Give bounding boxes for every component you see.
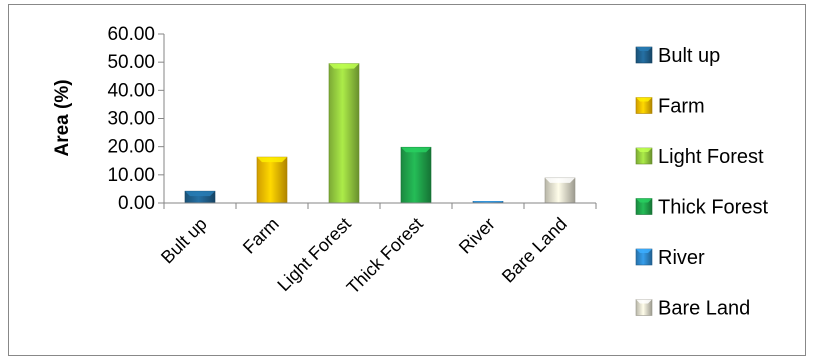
legend-item: Light Forest [635, 146, 764, 168]
bar-body [256, 156, 288, 204]
bar-light-forest [328, 63, 360, 204]
axes [163, 34, 597, 209]
legend-swatch-bevel [636, 198, 652, 203]
legend-swatch-bevel [636, 148, 652, 152]
x-tick-label: Thick Forest [343, 214, 427, 298]
legend-swatch-bevel [636, 299, 652, 304]
bar-bevel [257, 157, 287, 163]
y-axis-label: Area (%) [52, 79, 73, 156]
bar-bevel [185, 191, 215, 197]
legend-swatch-bevel [636, 97, 652, 102]
legend-label: Farm [658, 96, 705, 118]
bar-farm [256, 156, 288, 204]
legend-label: Bult up [658, 45, 720, 67]
legend: Bult up Farm Light Forest Thick Forest River… [635, 45, 768, 320]
bar-bevel [329, 63, 359, 69]
bar-bevel [401, 147, 431, 153]
legend-item: River [635, 247, 705, 269]
legend-swatch-bevel [636, 249, 652, 253]
x-tick-label: Bult up [157, 214, 211, 268]
y-axis-ticks: 0.00 10.00 20.00 30.00 40.00 50.00 60.00 [107, 24, 164, 214]
y-axis-title: Area (%) [52, 79, 73, 156]
y-tick-label: 0.00 [118, 193, 155, 214]
legend-label: Bare Land [658, 298, 750, 320]
bars [184, 63, 576, 204]
x-tick-label: River [455, 214, 499, 258]
legend-label: Light Forest [658, 146, 764, 168]
bar-bare-land [544, 177, 576, 204]
bar-bevel [545, 177, 575, 183]
y-tick-label: 60.00 [107, 24, 155, 45]
x-tick-label: Farm [239, 214, 283, 258]
y-tick-label: 40.00 [107, 80, 155, 101]
legend-label: River [658, 247, 705, 269]
bar-body [328, 63, 360, 204]
legend-item: Farm [635, 96, 705, 118]
legend-item: Bult up [635, 45, 720, 67]
bar-bult-up [184, 190, 216, 204]
x-tick-label: Bare Land [498, 214, 571, 287]
bar-thick-forest [400, 146, 432, 204]
legend-swatch-bevel [636, 47, 652, 51]
legend-label: Thick Forest [658, 197, 768, 219]
bar-body [400, 146, 432, 204]
legend-item: Bare Land [635, 298, 750, 320]
y-tick-label: 50.00 [107, 52, 155, 73]
bar-bevel [473, 201, 503, 203]
legend-item: Thick Forest [635, 197, 768, 219]
y-tick-label: 20.00 [107, 137, 155, 158]
y-tick-label: 30.00 [107, 109, 155, 130]
y-tick-label: 10.00 [107, 165, 155, 186]
